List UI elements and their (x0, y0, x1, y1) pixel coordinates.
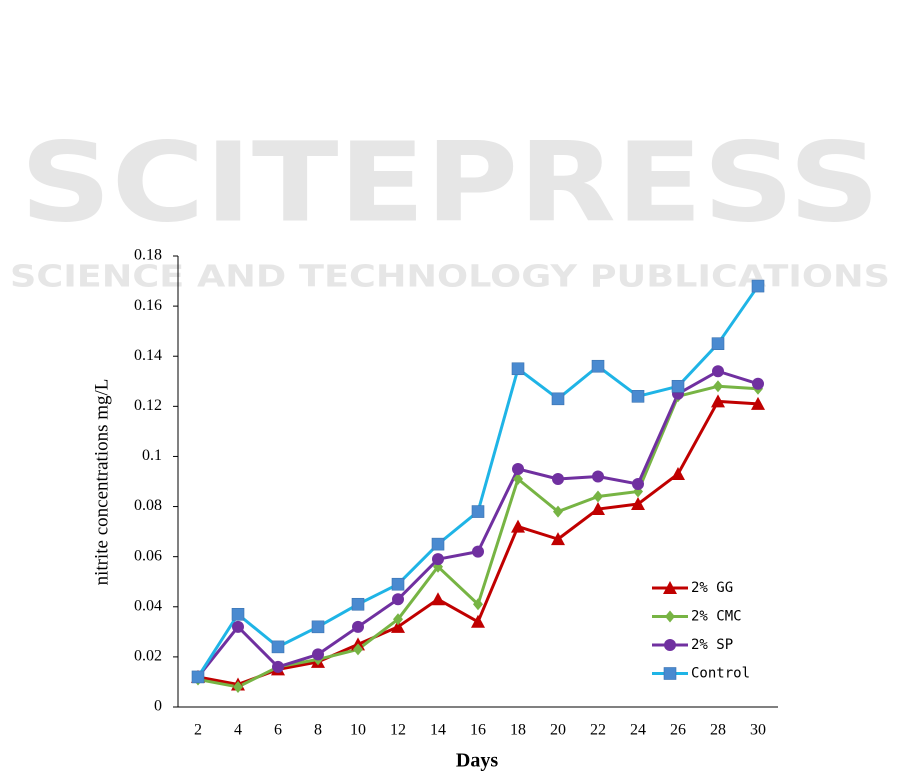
data-point (473, 598, 483, 611)
data-point (431, 537, 445, 551)
data-point (751, 279, 765, 293)
data-point (551, 392, 565, 406)
data-point (711, 337, 725, 350)
y-tick-label: 0.02 (134, 648, 162, 665)
x-tick-label: 10 (350, 722, 366, 739)
data-point (513, 472, 523, 485)
data-point (391, 577, 405, 591)
data-point (233, 680, 243, 693)
data-point (593, 490, 603, 503)
data-point (353, 643, 363, 656)
data-point (711, 394, 725, 408)
y-tick-label: 0.18 (134, 247, 162, 264)
data-point (312, 648, 324, 661)
y-tick-label: 0.16 (134, 297, 162, 314)
data-point (393, 613, 403, 626)
legend-label: 2% CMC (691, 609, 742, 625)
data-point (272, 660, 284, 673)
data-point (471, 505, 485, 518)
x-tick-label: 4 (234, 722, 242, 739)
legend-marker (665, 610, 675, 623)
data-point (713, 380, 723, 393)
x-tick-label: 2 (194, 722, 202, 739)
legend-label: Control (691, 666, 750, 682)
data-point (631, 390, 645, 403)
data-point (271, 640, 285, 654)
data-point (311, 620, 325, 634)
x-tick-label: 6 (274, 722, 282, 739)
legend-label: 2% SP (691, 637, 733, 653)
x-tick-label: 20 (550, 722, 566, 739)
data-point (472, 545, 484, 558)
data-point (511, 362, 525, 376)
data-point (351, 597, 365, 611)
y-tick-label: 0.14 (134, 347, 162, 364)
x-tick-label: 12 (390, 722, 406, 739)
watermark-title: SCITEPRESS (20, 118, 880, 246)
data-point (631, 497, 645, 511)
x-tick-label: 28 (710, 722, 726, 739)
data-point (191, 670, 205, 684)
data-point (552, 472, 564, 485)
data-point (471, 614, 485, 628)
y-tick-label: 0 (154, 698, 162, 715)
y-tick-label: 0.12 (134, 397, 162, 414)
x-tick-label: 8 (314, 722, 322, 739)
x-tick-label: 30 (750, 722, 766, 739)
data-point (431, 592, 445, 606)
y-axis-label: nitrite concentrations mg/L (91, 379, 112, 586)
data-point (432, 553, 444, 566)
data-point (632, 478, 644, 491)
x-tick-label: 14 (430, 722, 446, 739)
data-point (712, 365, 724, 378)
x-tick-label: 24 (630, 722, 646, 739)
data-point (751, 396, 765, 410)
watermark-subtitle: SCIENCE AND TECHNOLOGY PUBLICATIONS (10, 260, 890, 295)
x-tick-label: 26 (670, 722, 686, 739)
x-tick-label: 22 (590, 722, 606, 739)
y-tick-label: 0.1 (142, 447, 162, 464)
legend-label: 2% GG (691, 580, 733, 596)
data-point (231, 607, 245, 621)
data-point (391, 619, 405, 633)
data-point (512, 462, 524, 475)
x-tick-label: 16 (470, 722, 486, 739)
x-axis-label: Days (456, 750, 498, 772)
data-point (392, 593, 404, 606)
y-tick-label: 0.06 (134, 547, 162, 564)
data-point (591, 359, 605, 373)
x-tick-label: 18 (510, 722, 526, 739)
data-point (232, 620, 244, 633)
y-tick-label: 0.08 (134, 497, 162, 514)
series-line (196, 369, 759, 678)
data-point (752, 377, 764, 390)
data-point (553, 505, 563, 518)
data-point (551, 532, 565, 546)
y-tick-label: 0.04 (134, 597, 162, 614)
data-point (511, 519, 525, 533)
data-point (671, 466, 685, 480)
legend-marker (663, 581, 677, 594)
data-point (591, 502, 605, 516)
data-point (671, 379, 685, 393)
data-point (352, 620, 364, 633)
data-point (592, 470, 604, 483)
legend-marker (664, 639, 676, 651)
legend-marker (663, 667, 677, 680)
